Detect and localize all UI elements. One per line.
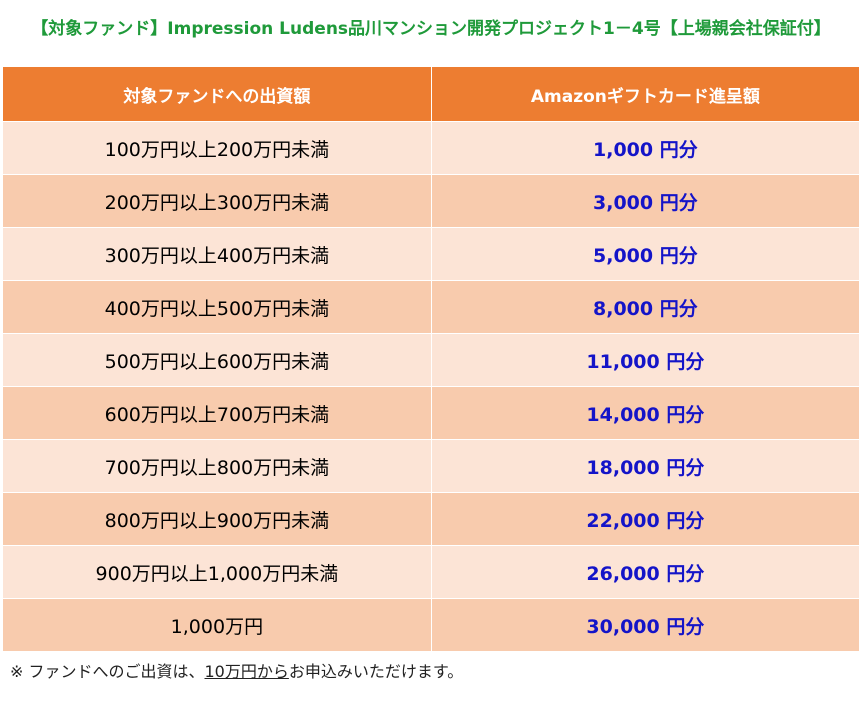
table-row: 400万円以上500万円未満 8,000 円分: [3, 280, 861, 334]
table-row: 600万円以上700万円未満 14,000 円分: [3, 386, 861, 440]
gift-amount: 18,000 円分: [431, 439, 861, 493]
table-row: 1,000万円 30,000 円分: [3, 598, 861, 651]
investment-range: 200万円以上300万円未満: [3, 174, 432, 228]
title: 【対象ファンド】Impression Ludens品川マンション開発プロジェクト…: [31, 19, 831, 39]
table-row: 300万円以上400万円未満 5,000 円分: [3, 227, 861, 281]
table-row: 800万円以上900万円未満 22,000 円分: [3, 492, 861, 546]
investment-range: 700万円以上800万円未満: [3, 439, 432, 493]
note-underline: 10万円から: [204, 662, 289, 681]
gift-amount: 11,000 円分: [431, 333, 861, 387]
gift-amount: 22,000 円分: [431, 492, 861, 546]
gift-amount: 3,000 円分: [431, 174, 861, 228]
table-row: 100万円以上200万円未満 1,000 円分: [3, 121, 861, 175]
note-text: お申込みいただけます。: [288, 662, 464, 681]
gift-amount: 8,000 円分: [431, 280, 861, 334]
investment-range: 300万円以上400万円未満: [3, 227, 432, 281]
table-row: 500万円以上600万円未満 11,000 円分: [3, 333, 861, 387]
note: ※ ファンドへのご出資は、10万円からお申込みいただけます。: [10, 658, 463, 682]
gift-amount: 5,000 円分: [431, 227, 861, 281]
gift-amount: 14,000 円分: [431, 386, 861, 440]
investment-range: 1,000万円: [3, 598, 432, 651]
table-body: 100万円以上200万円未満 1,000 円分 200万円以上300万円未満 3,00…: [3, 121, 861, 651]
column-header: Amazonギフトカード進呈額: [431, 67, 861, 122]
investment-range: 900万円以上1,000万円未満: [3, 545, 432, 599]
investment-range: 400万円以上500万円未満: [3, 280, 432, 334]
gift-amount: 30,000 円分: [431, 598, 861, 651]
header-row: 対象ファンドへの出資額 Amazonギフトカード進呈額: [3, 67, 861, 122]
investment-range: 500万円以上600万円未満: [3, 333, 432, 387]
gift-amount: 26,000 円分: [431, 545, 861, 599]
column-header: 対象ファンドへの出資額: [3, 67, 432, 122]
reward-table: 対象ファンドへの出資額 Amazonギフトカード進呈額 100万円以上200万円…: [3, 67, 861, 651]
investment-range: 100万円以上200万円未満: [3, 121, 432, 175]
note-text: ※ ファンドへのご出資は、: [10, 662, 205, 681]
investment-range: 800万円以上900万円未満: [3, 492, 432, 546]
gift-amount: 1,000 円分: [431, 121, 861, 175]
table-row: 900万円以上1,000万円未満 26,000 円分: [3, 545, 861, 599]
table-row: 700万円以上800万円未満 18,000 円分: [3, 439, 861, 493]
investment-range: 600万円以上700万円未満: [3, 386, 432, 440]
table-row: 200万円以上300万円未満 3,000 円分: [3, 174, 861, 228]
